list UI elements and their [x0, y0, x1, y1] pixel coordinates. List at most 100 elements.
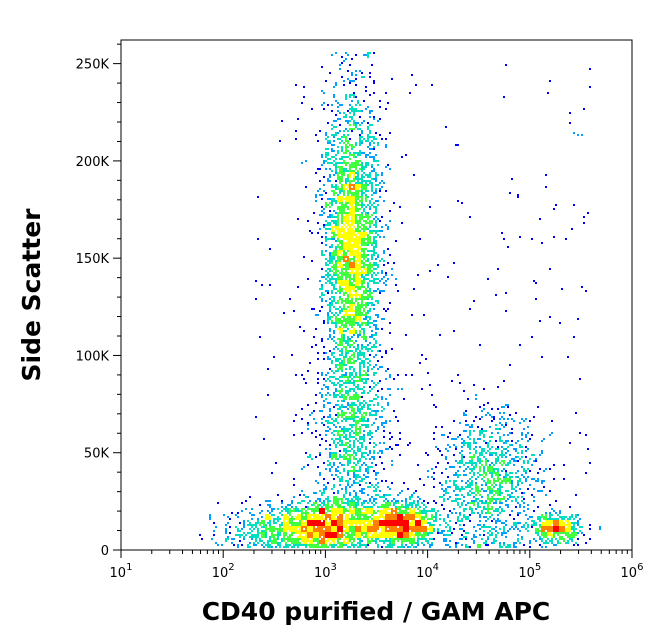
data-point — [385, 540, 387, 542]
data-point — [373, 82, 375, 84]
data-point — [329, 140, 331, 142]
data-point — [355, 360, 357, 362]
data-point — [343, 162, 345, 164]
data-point — [369, 408, 371, 410]
data-point — [343, 250, 345, 252]
data-point — [525, 480, 527, 482]
data-point — [469, 442, 471, 444]
data-point — [411, 502, 413, 504]
data-point — [347, 282, 349, 284]
data-point — [337, 244, 339, 246]
data-point — [351, 404, 353, 406]
data-point — [375, 412, 377, 414]
data-point — [359, 264, 361, 266]
data-point — [399, 514, 401, 516]
data-point — [369, 232, 371, 234]
data-point — [553, 528, 555, 530]
data-point — [353, 176, 355, 178]
data-point — [473, 492, 475, 494]
data-point — [363, 314, 365, 316]
data-point — [337, 218, 339, 220]
data-point — [413, 510, 415, 512]
data-point — [361, 280, 363, 282]
data-point — [375, 190, 377, 192]
data-point — [329, 380, 331, 382]
data-point — [349, 190, 351, 192]
data-point — [415, 520, 417, 522]
data-point — [577, 514, 579, 516]
data-point — [351, 330, 353, 332]
data-point — [359, 220, 361, 222]
data-point — [365, 270, 367, 272]
data-point — [375, 222, 377, 224]
data-point — [289, 534, 291, 536]
data-point — [347, 460, 349, 462]
data-point — [333, 186, 335, 188]
data-point — [323, 184, 325, 186]
data-point — [349, 96, 351, 98]
data-point — [379, 188, 381, 190]
data-point — [355, 394, 357, 396]
data-point — [355, 242, 357, 244]
data-point — [499, 502, 501, 504]
data-point — [403, 510, 405, 512]
data-point — [335, 250, 337, 252]
data-point — [331, 104, 333, 106]
data-point — [495, 428, 497, 430]
data-point — [507, 418, 509, 420]
data-point — [347, 70, 349, 72]
data-point — [399, 518, 401, 520]
data-point — [295, 528, 297, 530]
data-point — [403, 538, 405, 540]
data-point — [477, 476, 479, 478]
data-point — [337, 534, 339, 536]
data-point — [401, 518, 403, 520]
data-point — [349, 536, 351, 538]
data-point — [343, 524, 345, 526]
data-point — [397, 506, 399, 508]
data-point — [569, 528, 571, 530]
data-point — [329, 518, 331, 520]
data-point — [363, 536, 365, 538]
data-point — [319, 508, 321, 510]
data-point — [359, 196, 361, 198]
data-point — [575, 534, 577, 536]
data-point — [331, 278, 333, 280]
data-point — [347, 260, 349, 262]
data-point — [475, 446, 477, 448]
data-point — [357, 512, 359, 514]
data-point — [351, 194, 353, 196]
data-point — [339, 390, 341, 392]
data-point — [489, 488, 491, 490]
data-point — [481, 478, 483, 480]
data-point — [277, 516, 279, 518]
data-point — [363, 230, 365, 232]
data-point — [397, 502, 399, 504]
data-point — [355, 534, 357, 536]
data-point — [503, 544, 505, 546]
data-point — [333, 518, 335, 520]
data-point — [325, 300, 327, 302]
data-point — [309, 528, 311, 530]
data-point — [349, 82, 351, 84]
data-point — [441, 426, 443, 428]
data-point — [453, 482, 455, 484]
data-point — [379, 524, 381, 526]
data-point — [373, 148, 375, 150]
data-point — [309, 530, 311, 532]
data-point — [307, 522, 309, 524]
data-point — [373, 498, 375, 500]
data-point — [497, 498, 499, 500]
data-point — [495, 534, 497, 536]
data-point — [353, 274, 355, 276]
data-point — [541, 532, 543, 534]
data-point — [331, 518, 333, 520]
data-point — [325, 520, 327, 522]
data-point — [299, 514, 301, 516]
data-point — [391, 512, 393, 514]
data-point — [483, 502, 485, 504]
data-point — [425, 522, 427, 524]
data-point — [377, 256, 379, 258]
data-point — [341, 364, 343, 366]
data-point — [359, 208, 361, 210]
